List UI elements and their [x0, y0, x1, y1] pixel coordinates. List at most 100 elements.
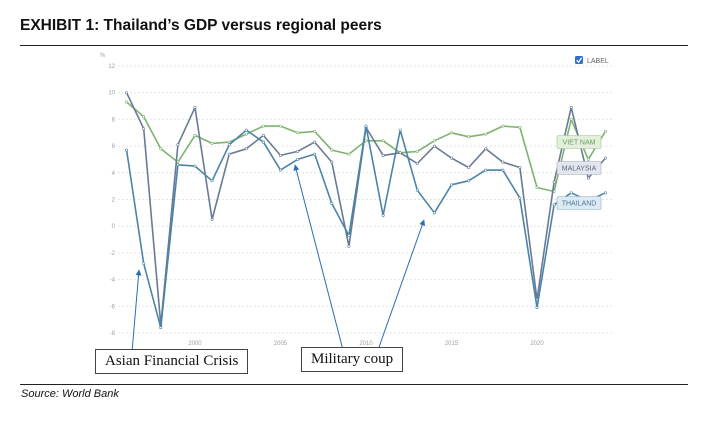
data-point	[552, 203, 556, 207]
data-point	[569, 191, 573, 195]
series-label-box	[556, 196, 602, 210]
y-tick-label: 4	[112, 171, 116, 177]
legend-checkbox-icon[interactable]	[575, 56, 583, 64]
y-axis-label: %	[100, 53, 106, 59]
legend[interactable]: LABEL	[575, 56, 609, 65]
y-tick-label: -4	[110, 278, 116, 284]
y-tick-label: -6	[110, 304, 116, 310]
data-point	[159, 326, 163, 330]
data-point	[535, 185, 539, 189]
data-point	[142, 115, 146, 119]
data-point	[193, 164, 197, 168]
data-point	[227, 140, 231, 144]
y-tick-label: 10	[108, 91, 115, 97]
annotation-arrows	[131, 164, 426, 353]
bottom-rule	[20, 384, 688, 385]
y-tick-label: -8	[110, 331, 116, 337]
data-point	[244, 132, 248, 136]
data-point	[415, 149, 419, 153]
data-point	[518, 165, 522, 169]
data-point	[484, 147, 488, 151]
data-point	[330, 148, 334, 152]
data-point	[278, 153, 282, 157]
data-point	[381, 139, 385, 143]
data-point	[381, 214, 385, 218]
data-point	[552, 180, 556, 184]
y-tick-label: 0	[112, 224, 116, 230]
data-point	[278, 168, 282, 172]
coup-arrow-2006	[293, 164, 344, 351]
coup-arrow-2014	[377, 219, 426, 351]
data-point	[501, 124, 505, 128]
series-line-thailand	[125, 125, 606, 329]
data-point	[518, 125, 522, 129]
data-point	[296, 131, 300, 135]
data-point	[159, 147, 163, 151]
data-point	[467, 179, 471, 183]
data-point	[398, 128, 402, 132]
data-point	[484, 132, 488, 136]
data-point	[278, 124, 282, 128]
data-point	[569, 105, 573, 109]
data-point	[313, 140, 317, 144]
data-point	[347, 244, 351, 248]
data-point	[210, 141, 214, 145]
data-point	[603, 156, 607, 160]
data-point	[432, 139, 436, 143]
data-point	[501, 160, 505, 164]
data-point	[569, 117, 573, 121]
data-point	[313, 129, 317, 133]
data-point	[450, 183, 454, 187]
data-point	[244, 128, 248, 132]
data-point	[467, 135, 471, 139]
data-point	[364, 139, 368, 143]
afc-arrow	[131, 269, 142, 353]
data-point	[210, 179, 214, 183]
data-point	[398, 151, 402, 155]
x-tick-labels: 2000 2005 2010 2015 2020	[188, 341, 544, 347]
legend-label: LABEL	[587, 58, 609, 65]
checkmark-icon	[576, 57, 583, 64]
source-note: Source: World Bank	[21, 388, 119, 400]
data-point	[432, 211, 436, 215]
series-labels: VIET NAM MALAYSIA THAILAND	[556, 135, 602, 210]
series-line-viet-nam	[126, 101, 607, 193]
data-point	[142, 262, 146, 266]
data-point	[518, 196, 522, 200]
asian-financial-crisis-annotation: Asian Financial Crisis	[95, 349, 249, 374]
series-layer	[125, 91, 607, 330]
data-point	[176, 163, 180, 167]
series-name-viet-nam: VIET NAM	[563, 140, 596, 147]
data-point	[227, 143, 231, 147]
data-point	[347, 234, 351, 238]
military-coup-annotation: Military coup	[301, 347, 404, 372]
data-point	[296, 157, 300, 161]
data-point	[603, 191, 607, 195]
data-point	[586, 176, 590, 180]
data-point	[415, 188, 419, 192]
x-tick-label: 2020	[530, 341, 544, 347]
y-tick-labels: -8 -6 -4 -2 0 2 4 6 8 10 12	[108, 64, 115, 337]
y-tick-label: 12	[108, 64, 115, 70]
data-point	[261, 140, 265, 144]
x-tick-label: 2015	[445, 341, 459, 347]
data-point	[603, 129, 607, 133]
data-point	[125, 91, 129, 95]
series-label-box	[556, 135, 602, 149]
y-tick-label: 8	[112, 117, 116, 123]
data-point	[415, 161, 419, 165]
y-tick-label: -2	[110, 251, 116, 257]
data-point	[381, 153, 385, 157]
data-point	[586, 157, 590, 161]
grid-layer	[118, 65, 614, 334]
data-point	[364, 124, 368, 128]
data-point	[193, 133, 197, 137]
data-point	[125, 100, 129, 104]
data-point	[313, 152, 317, 156]
y-tick-label: 6	[112, 144, 116, 150]
data-point	[330, 202, 334, 206]
series-name-thailand: THAILAND	[562, 201, 597, 208]
data-point	[450, 131, 454, 135]
data-point	[125, 148, 129, 152]
